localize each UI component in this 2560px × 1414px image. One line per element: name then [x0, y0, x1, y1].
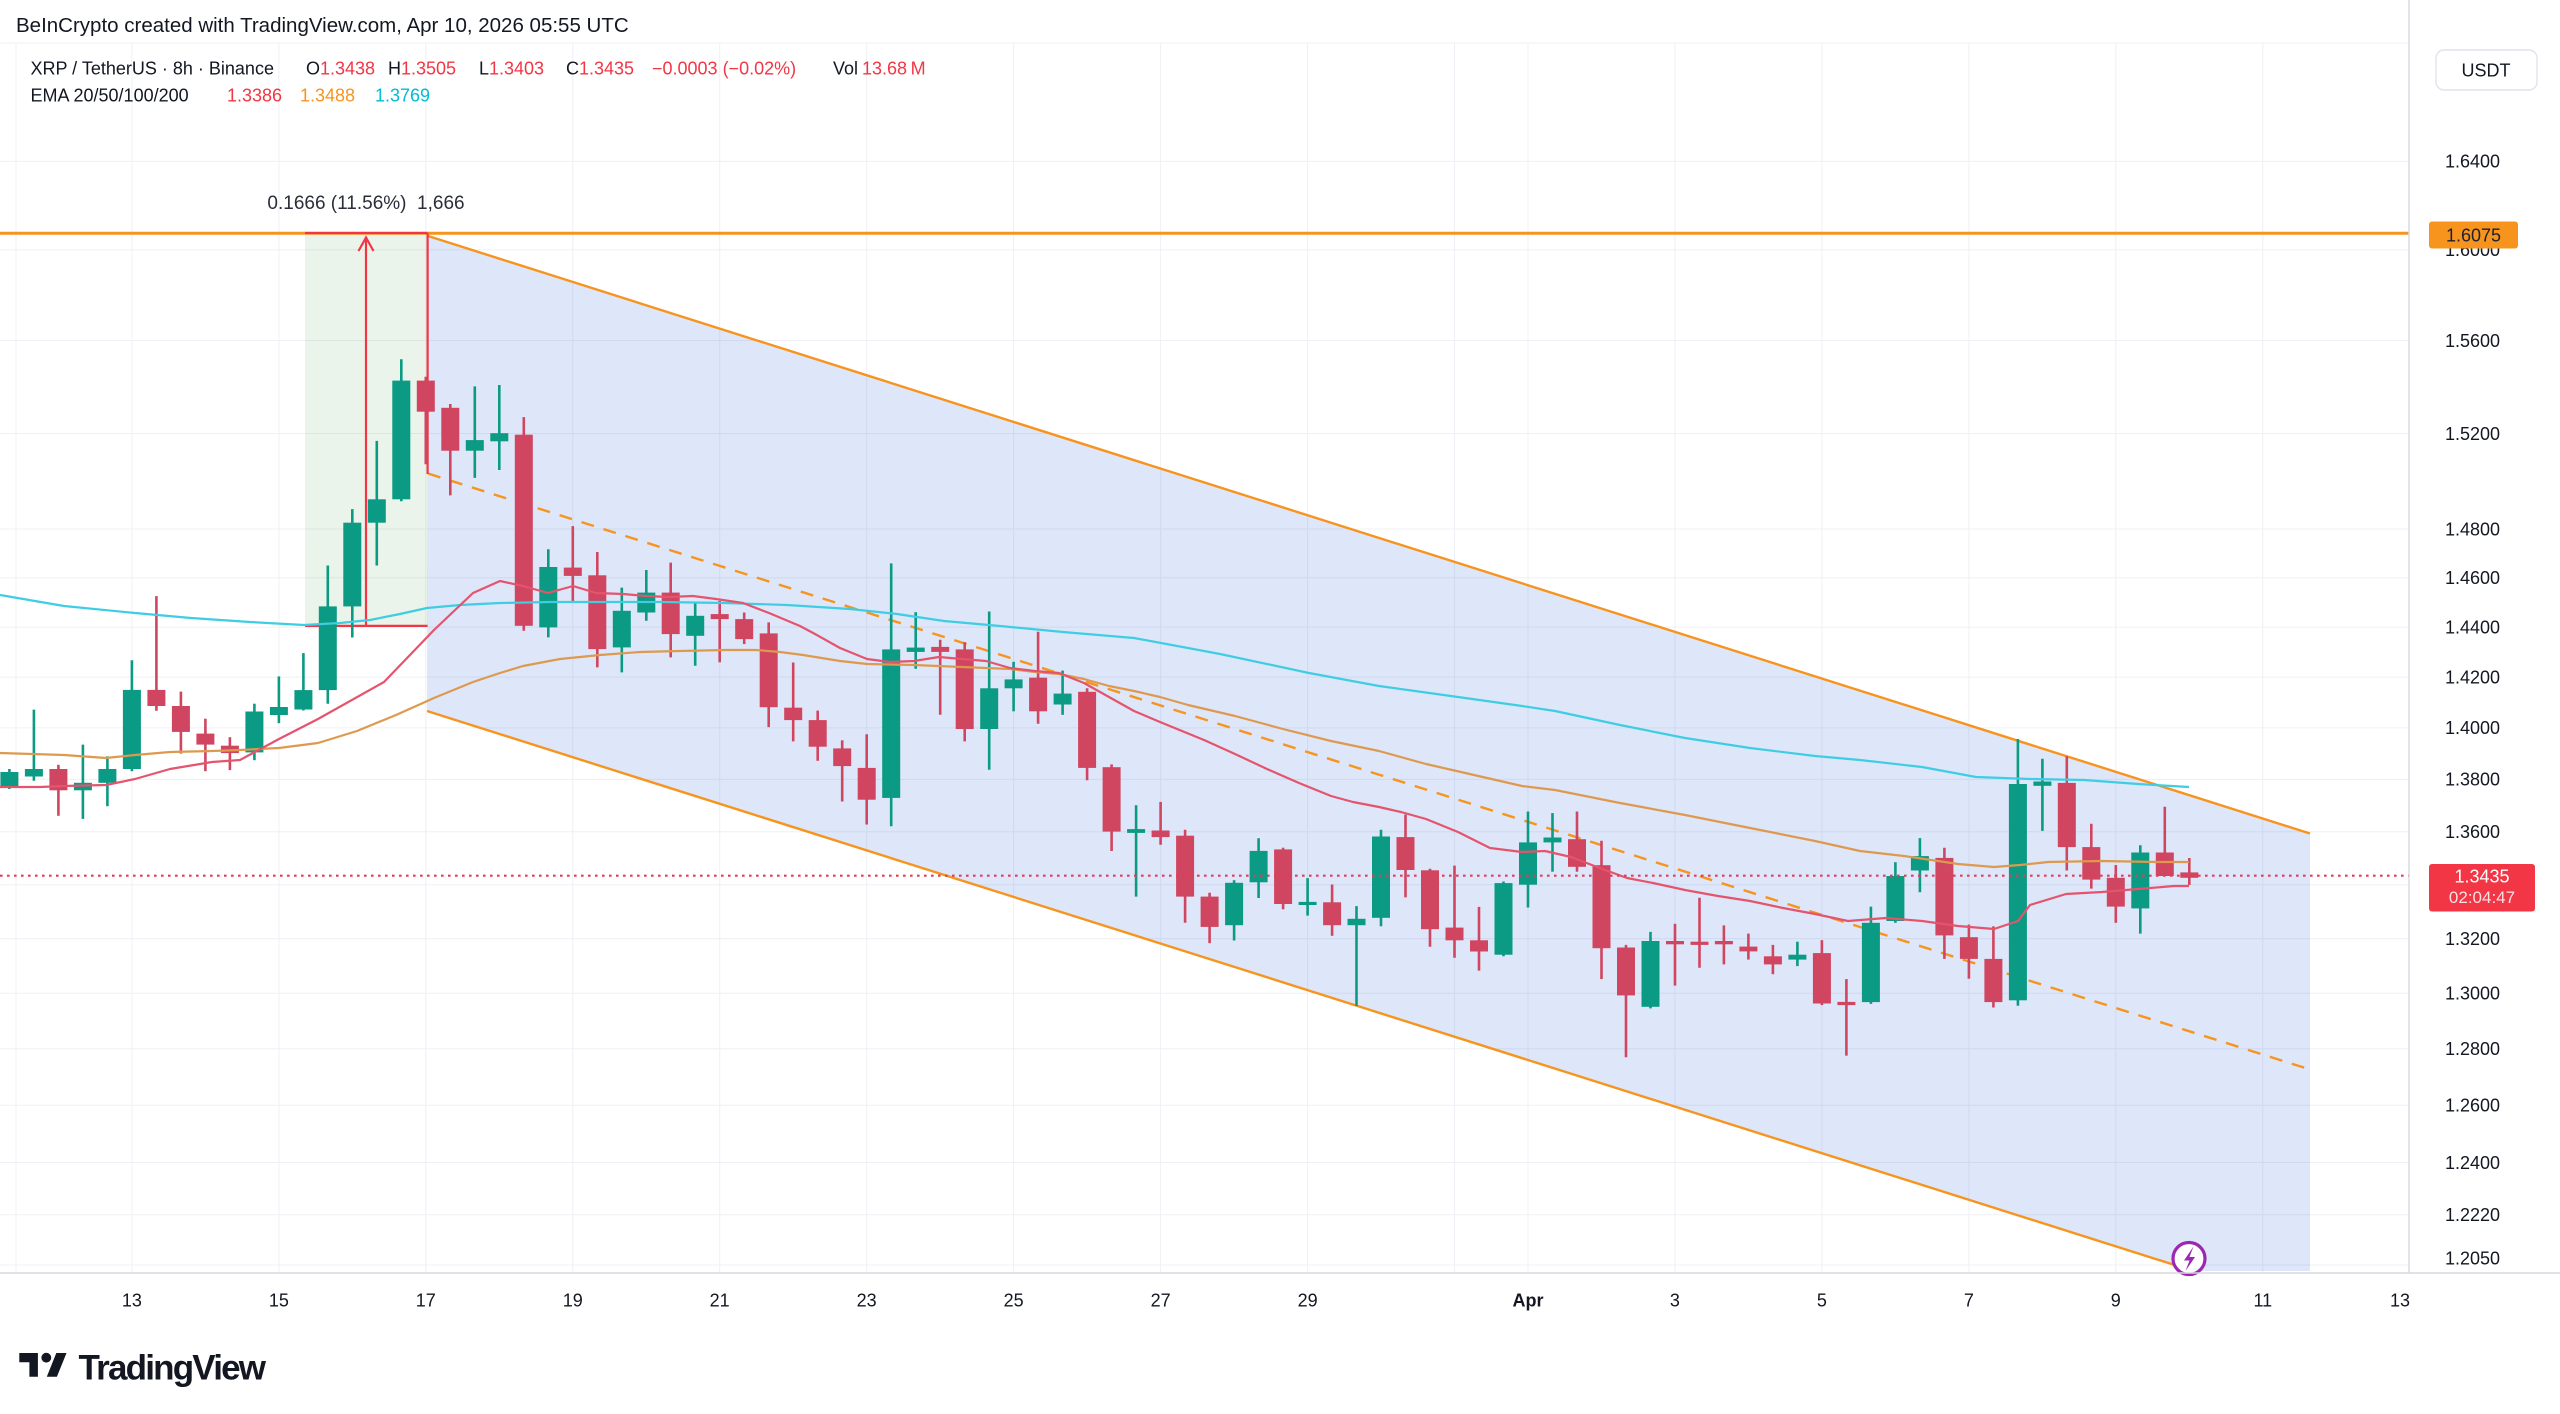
svg-text:13: 13 [122, 1291, 142, 1311]
svg-text:9: 9 [2111, 1291, 2121, 1311]
svg-text:15: 15 [269, 1291, 289, 1311]
svg-text:19: 19 [563, 1291, 583, 1311]
svg-text:13: 13 [2390, 1291, 2410, 1311]
svg-text:27: 27 [1151, 1291, 1171, 1311]
svg-text:BeInCrypto created with Tradin: BeInCrypto created with TradingView.com,… [16, 14, 629, 37]
svg-text:3: 3 [1670, 1291, 1680, 1311]
svg-text:5: 5 [1817, 1291, 1827, 1311]
svg-text:02:04:47: 02:04:47 [2449, 888, 2515, 907]
svg-text:1.2800: 1.2800 [2445, 1039, 2500, 1059]
svg-text:1.4600: 1.4600 [2445, 568, 2500, 588]
svg-text:11: 11 [2253, 1291, 2272, 1311]
svg-text:1.4200: 1.4200 [2445, 667, 2500, 687]
svg-text:1.3800: 1.3800 [2445, 770, 2500, 790]
svg-text:1.2600: 1.2600 [2445, 1096, 2500, 1116]
svg-text:21: 21 [710, 1291, 730, 1311]
svg-text:0.1666 (11.56%) 1,666: 0.1666 (11.56%) 1,666 [267, 193, 464, 214]
svg-text:1.2050: 1.2050 [2445, 1249, 2500, 1269]
svg-text:1.4000: 1.4000 [2445, 718, 2500, 738]
svg-text:1.5200: 1.5200 [2445, 424, 2500, 444]
svg-text:7: 7 [1964, 1291, 1974, 1311]
svg-text:1.3435: 1.3435 [2454, 867, 2509, 887]
svg-text:1.4800: 1.4800 [2445, 519, 2500, 539]
svg-text:17: 17 [416, 1291, 436, 1311]
svg-text:23: 23 [857, 1291, 877, 1311]
svg-text:Apr: Apr [1513, 1291, 1544, 1311]
svg-text:1.4400: 1.4400 [2445, 617, 2500, 637]
svg-text:1.6400: 1.6400 [2445, 152, 2500, 172]
svg-text:29: 29 [1298, 1291, 1318, 1311]
svg-text:25: 25 [1004, 1291, 1024, 1311]
svg-text:1.3600: 1.3600 [2445, 822, 2500, 842]
svg-text:1.2400: 1.2400 [2445, 1153, 2500, 1173]
svg-text:1.6075: 1.6075 [2446, 226, 2501, 246]
svg-text:USDT: USDT [2462, 61, 2511, 81]
svg-text:1.5600: 1.5600 [2445, 331, 2500, 351]
svg-text:1.3200: 1.3200 [2445, 929, 2500, 949]
svg-text:1.2220: 1.2220 [2445, 1205, 2500, 1225]
svg-text:TradingView: TradingView [79, 1349, 267, 1388]
svg-text:1.3000: 1.3000 [2445, 984, 2500, 1004]
